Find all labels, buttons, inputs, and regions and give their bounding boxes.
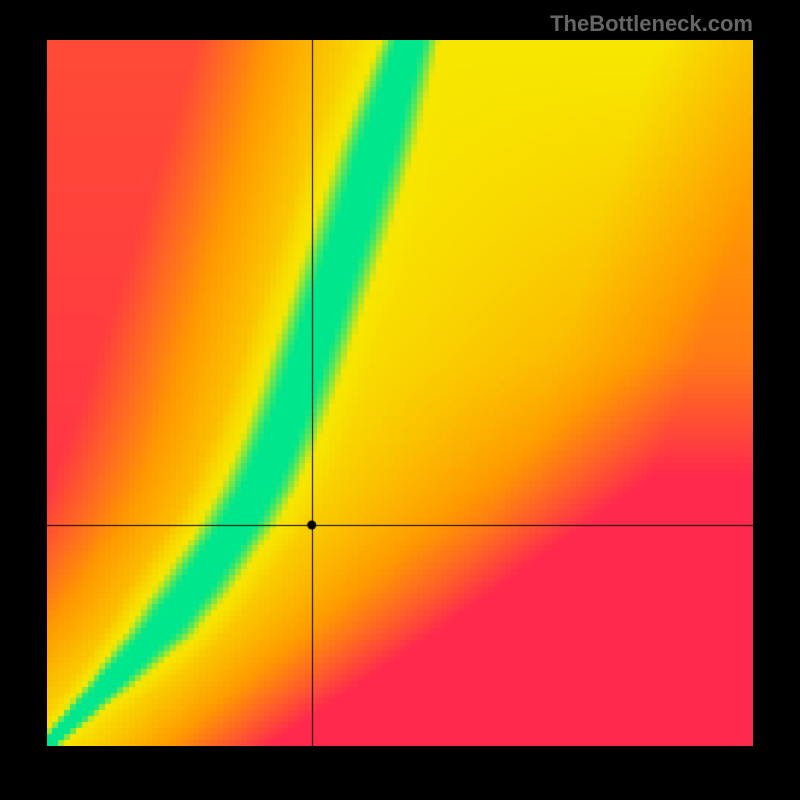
crosshair-overlay (47, 40, 753, 746)
watermark-text: TheBottleneck.com (550, 11, 753, 37)
